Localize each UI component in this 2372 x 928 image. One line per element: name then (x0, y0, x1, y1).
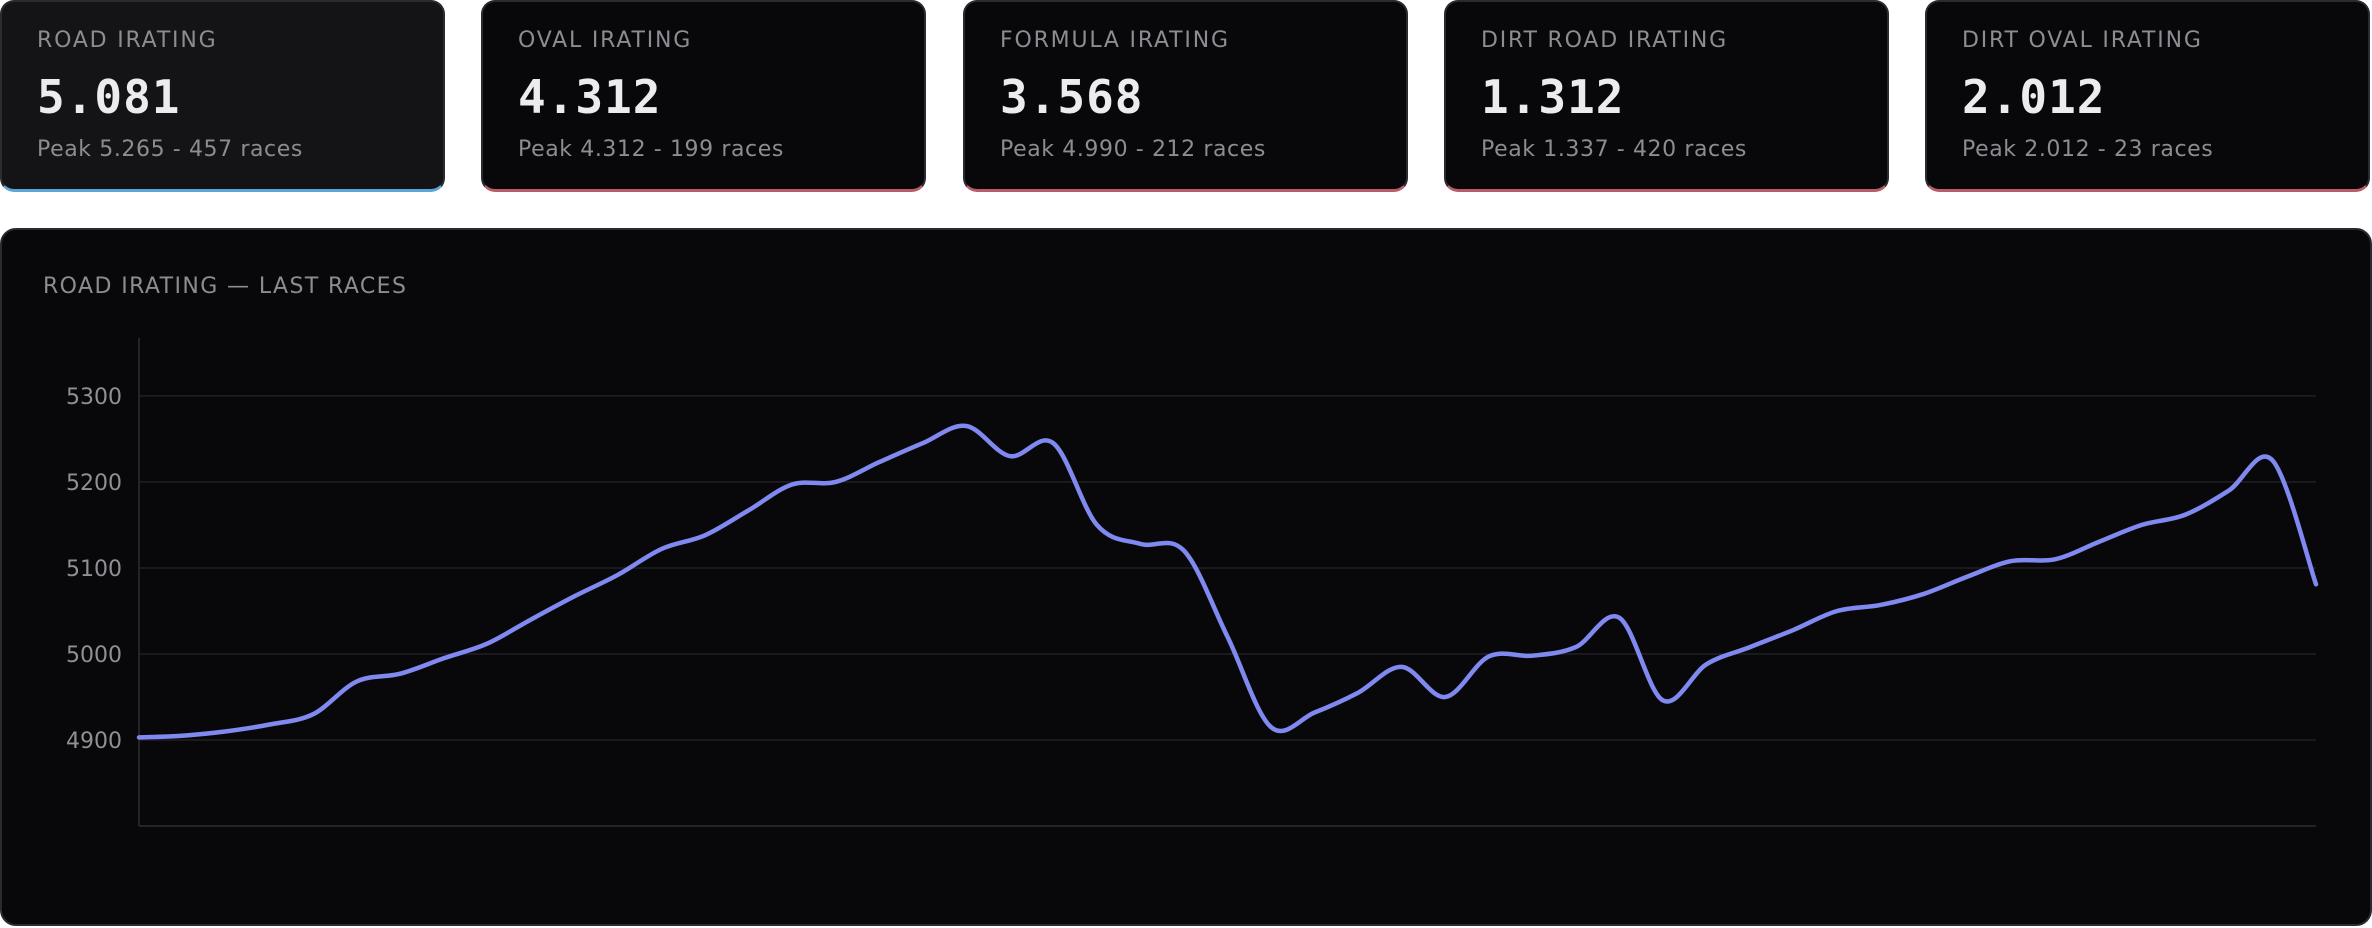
card-title: ROAD IRATING (37, 28, 218, 53)
irating-line-chart: 4900 5000 5100 5200 5300 (66, 338, 2319, 827)
card-title: DIRT OVAL IRATING (1962, 28, 2203, 53)
card-subtitle: Peak 2.012 - 23 races (1962, 137, 2214, 162)
card-subtitle: Peak 4.990 - 212 races (1000, 137, 1266, 162)
card-subtitle: Peak 5.265 - 457 races (37, 137, 303, 162)
card-road-irating[interactable]: ROAD IRATING 5.081 Peak 5.265 - 457 race… (0, 0, 445, 192)
card-title: DIRT ROAD IRATING (1481, 28, 1729, 53)
chart-title: ROAD IRATING — LAST RACES (43, 274, 408, 299)
y-tick-label: 5000 (66, 643, 122, 668)
card-value: 3.568 (1000, 70, 1144, 124)
card-value: 1.312 (1481, 70, 1625, 124)
irating-chart-panel: ROAD IRATING — LAST RACES 4900 5000 5100 52… (0, 228, 2372, 926)
rating-cards: ROAD IRATING 5.081 Peak 5.265 - 457 race… (0, 0, 2372, 193)
card-dirt-oval-irating[interactable]: DIRT OVAL IRATING 2.012 Peak 2.012 - 23 … (1925, 0, 2370, 192)
card-value: 4.312 (518, 70, 662, 124)
card-value: 2.012 (1962, 70, 2106, 124)
y-tick-label: 4900 (66, 729, 122, 754)
series-line (136, 423, 2319, 740)
card-title: FORMULA IRATING (1000, 28, 1230, 53)
card-dirt-road-irating[interactable]: DIRT ROAD IRATING 1.312 Peak 1.337 - 420… (1444, 0, 1889, 192)
card-value: 5.081 (37, 70, 181, 124)
card-subtitle: Peak 1.337 - 420 races (1481, 137, 1747, 162)
card-oval-irating[interactable]: OVAL IRATING 4.312 Peak 4.312 - 199 race… (481, 0, 926, 192)
y-tick-label: 5100 (66, 557, 122, 582)
card-subtitle: Peak 4.312 - 199 races (518, 137, 784, 162)
card-title: OVAL IRATING (518, 28, 693, 53)
y-tick-label: 5200 (66, 471, 122, 496)
card-formula-irating[interactable]: FORMULA IRATING 3.568 Peak 4.990 - 212 r… (963, 0, 1408, 192)
y-tick-label: 5300 (66, 385, 122, 410)
